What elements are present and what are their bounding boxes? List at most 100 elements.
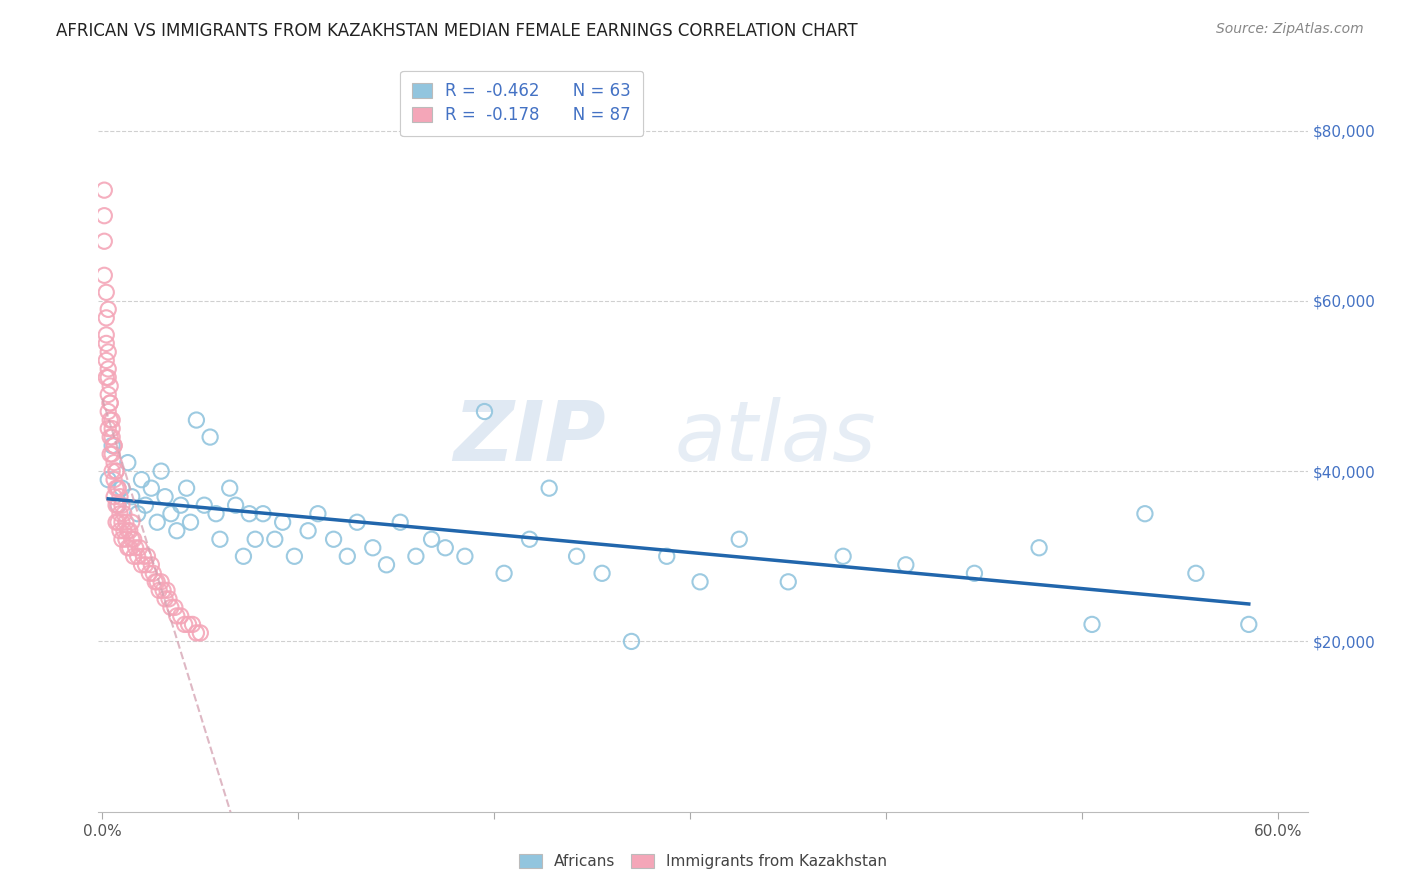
Point — [101, 413, 124, 427]
Point — [132, 549, 155, 564]
Point — [728, 533, 751, 547]
Point — [148, 583, 170, 598]
Point — [283, 549, 305, 564]
Point — [297, 524, 319, 538]
Point — [1081, 617, 1104, 632]
Point — [160, 507, 183, 521]
Point — [97, 302, 120, 317]
Point — [118, 524, 141, 538]
Point — [103, 473, 125, 487]
Point — [121, 490, 143, 504]
Point — [519, 533, 541, 547]
Point — [208, 533, 231, 547]
Point — [146, 574, 169, 589]
Point — [141, 481, 163, 495]
Point — [322, 533, 344, 547]
Point — [101, 430, 124, 444]
Point — [252, 507, 274, 521]
Point — [238, 507, 260, 521]
Point — [101, 421, 124, 435]
Point — [112, 524, 135, 538]
Legend: R =  -0.462  N = 63, R =  -0.178  N = 87: R = -0.462 N = 63, R = -0.178 N = 87 — [401, 70, 643, 136]
Point — [170, 498, 193, 512]
Point — [111, 515, 134, 529]
Point — [111, 498, 134, 512]
Point — [117, 524, 139, 538]
Point — [107, 498, 129, 512]
Point — [1133, 507, 1156, 521]
Point — [97, 404, 120, 418]
Point — [150, 464, 173, 478]
Point — [108, 524, 131, 538]
Point — [474, 404, 496, 418]
Point — [778, 574, 800, 589]
Point — [166, 524, 188, 538]
Point — [105, 481, 128, 495]
Point — [1237, 617, 1260, 632]
Point — [134, 558, 156, 572]
Point — [108, 507, 131, 521]
Point — [591, 566, 613, 581]
Point — [160, 600, 183, 615]
Point — [105, 464, 128, 478]
Point — [131, 473, 153, 487]
Point — [538, 481, 561, 495]
Text: ZIP: ZIP — [454, 397, 606, 477]
Point — [103, 439, 125, 453]
Point — [98, 447, 121, 461]
Point — [232, 549, 254, 564]
Point — [166, 608, 188, 623]
Point — [122, 549, 145, 564]
Point — [134, 498, 156, 512]
Point — [141, 558, 163, 572]
Point — [103, 490, 125, 504]
Point — [157, 591, 180, 606]
Point — [894, 558, 917, 572]
Point — [336, 549, 359, 564]
Point — [98, 413, 121, 427]
Point — [146, 515, 169, 529]
Point — [96, 353, 118, 368]
Point — [177, 617, 200, 632]
Point — [307, 507, 329, 521]
Point — [389, 515, 412, 529]
Point — [150, 574, 173, 589]
Point — [97, 473, 120, 487]
Point — [93, 234, 115, 248]
Point — [689, 574, 711, 589]
Point — [121, 533, 143, 547]
Point — [96, 370, 118, 384]
Point — [115, 533, 138, 547]
Point — [97, 345, 120, 359]
Point — [115, 515, 138, 529]
Point — [105, 515, 128, 529]
Point — [218, 481, 240, 495]
Point — [97, 370, 120, 384]
Point — [156, 583, 179, 598]
Point — [101, 439, 124, 453]
Point — [205, 507, 228, 521]
Point — [107, 481, 129, 495]
Point — [152, 583, 174, 598]
Point — [832, 549, 855, 564]
Point — [138, 566, 160, 581]
Point — [111, 533, 134, 547]
Point — [101, 464, 124, 478]
Point — [93, 209, 115, 223]
Point — [97, 387, 120, 401]
Point — [105, 464, 128, 478]
Point — [98, 396, 121, 410]
Point — [117, 541, 139, 555]
Point — [181, 617, 204, 632]
Point — [198, 430, 221, 444]
Point — [105, 498, 128, 512]
Point — [98, 379, 121, 393]
Point — [103, 456, 125, 470]
Point — [375, 558, 398, 572]
Point — [112, 507, 135, 521]
Point — [143, 574, 166, 589]
Point — [107, 481, 129, 495]
Point — [127, 507, 149, 521]
Point — [420, 533, 443, 547]
Point — [188, 626, 211, 640]
